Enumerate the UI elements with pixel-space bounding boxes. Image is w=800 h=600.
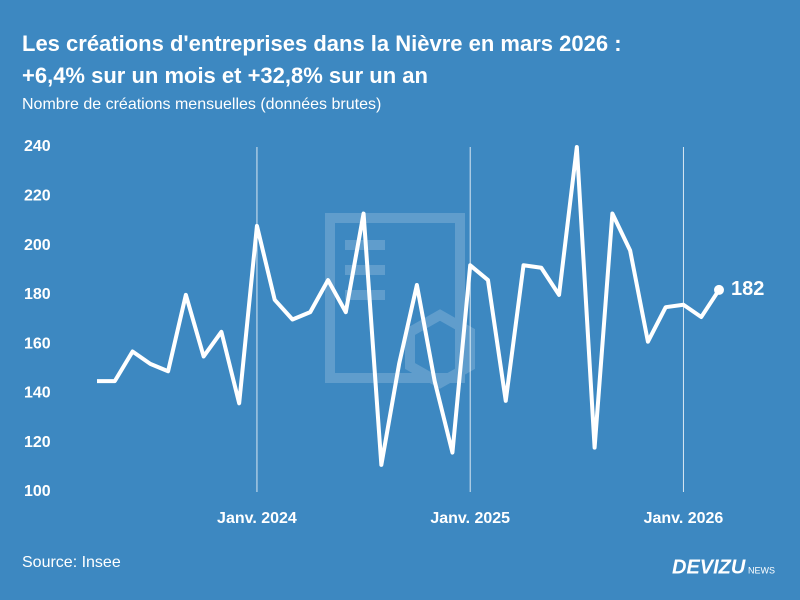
x-tick-label: Janv. 2025 [430,510,510,527]
chart-title: +6,4% sur un mois et +32,8% sur un an [22,63,428,88]
line [97,145,721,467]
y-tick-label: 160 [24,335,51,352]
value-label: 182 [731,278,764,300]
y-tick-label: 180 [24,286,51,303]
end-point [714,284,724,295]
x-tick-label: Janv. 2026 [644,510,724,527]
source: Source: Insee [22,554,121,571]
chart-title: Les créations d'entreprises dans la Nièv… [22,31,622,56]
y-tick-label: 240 [24,138,51,155]
y-tick-label: 220 [24,188,51,205]
y-tick-label: 120 [24,434,51,451]
brand-suffix: NEWS [748,565,775,575]
y-tick-label: 200 [24,237,51,254]
x-tick-label: Janv. 2024 [217,510,297,527]
brand: DEVIZU [672,556,746,578]
y-tick-label: 140 [24,385,51,402]
chart-subtitle: Nombre de créations mensuelles (données … [22,96,381,113]
y-tick-label: 100 [24,483,51,500]
